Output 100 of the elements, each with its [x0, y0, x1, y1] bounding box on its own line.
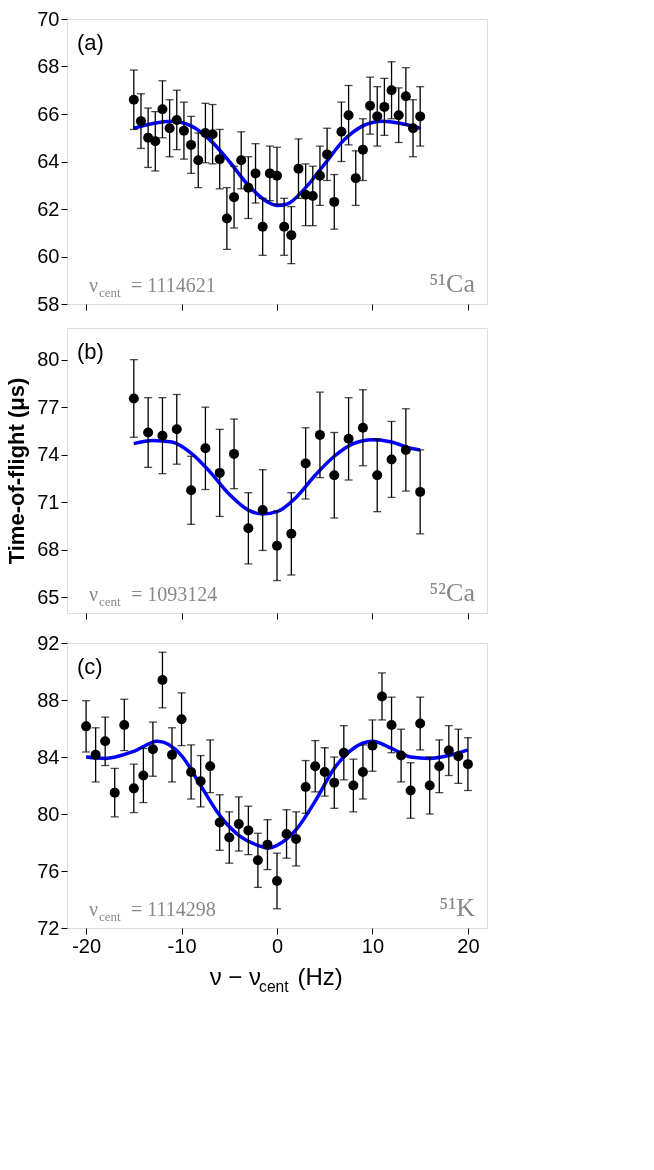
point [272, 540, 282, 551]
point [135, 116, 146, 127]
annotation: ⁵¹Ca [429, 269, 476, 298]
x-tick-label: -10 [167, 934, 197, 957]
point [164, 123, 175, 134]
point [128, 393, 139, 404]
point [229, 192, 240, 203]
point [379, 101, 390, 112]
point [372, 470, 383, 481]
point [357, 766, 368, 777]
y-tick-label: 60 [37, 245, 60, 267]
point [415, 111, 426, 122]
point [386, 719, 397, 730]
annotation: (c) [77, 654, 103, 679]
point [300, 458, 311, 469]
point [386, 85, 397, 96]
y-tick-label: 71 [37, 490, 60, 513]
point [257, 221, 268, 232]
y-tick-label: 92 [37, 631, 60, 654]
y-tick-label: 62 [37, 197, 60, 220]
point [462, 759, 473, 770]
point [343, 433, 354, 444]
point [171, 424, 182, 435]
point [250, 168, 261, 179]
point [286, 528, 297, 539]
annotation: ⁵¹K [439, 893, 476, 922]
point [176, 714, 187, 725]
point [310, 761, 321, 772]
point [128, 783, 139, 794]
y-tick-label: 58 [37, 292, 60, 315]
point [343, 110, 354, 121]
point [207, 129, 218, 140]
point [350, 173, 361, 184]
point [338, 747, 349, 758]
point [147, 744, 158, 755]
point [128, 94, 139, 105]
point [336, 126, 347, 137]
point [138, 770, 149, 781]
point [279, 221, 290, 232]
annotation: ⁵²Ca [429, 578, 476, 607]
point [434, 761, 445, 772]
y-tick-label: 66 [37, 102, 60, 125]
point [243, 523, 254, 534]
point [272, 875, 282, 886]
point [400, 444, 411, 455]
point [214, 817, 225, 828]
y-tick-label: 80 [37, 802, 60, 825]
point [178, 125, 189, 136]
line-series [84, 739, 470, 850]
point [293, 163, 304, 174]
y-tick-label: 77 [37, 395, 60, 418]
annotation: (b) [77, 339, 104, 364]
point [224, 832, 235, 843]
x-tick-label: 10 [361, 934, 385, 957]
y-tick-label: 68 [37, 538, 60, 561]
point [386, 454, 397, 465]
y-tick-label: 74 [37, 443, 60, 466]
y-tick-label: 64 [37, 150, 60, 172]
point [186, 139, 197, 150]
y-tick-label: 72 [37, 916, 60, 939]
y-tick-label: 84 [37, 745, 60, 768]
point [186, 485, 197, 496]
y-tick-label: 70 [37, 7, 60, 30]
point [314, 429, 325, 440]
point [143, 427, 154, 438]
point [396, 750, 407, 761]
point [252, 855, 263, 866]
annotation: (a) [77, 30, 104, 55]
point [200, 443, 211, 454]
point [167, 749, 177, 760]
point [243, 182, 254, 193]
point [300, 781, 311, 792]
point [377, 691, 387, 702]
point [329, 777, 340, 788]
point [157, 104, 168, 115]
point [319, 766, 330, 777]
point [90, 749, 101, 760]
point [348, 780, 359, 791]
point [400, 91, 411, 102]
x-tick-label: 0 [271, 934, 284, 957]
point [214, 154, 225, 165]
point [367, 740, 378, 751]
point [453, 751, 464, 762]
point [150, 136, 161, 147]
y-tick-label: 88 [37, 688, 60, 711]
point [307, 190, 318, 201]
point [81, 721, 92, 732]
point [233, 818, 244, 829]
point [365, 100, 376, 111]
point [171, 114, 182, 125]
point [286, 230, 297, 241]
y-tick-label: 65 [37, 585, 60, 608]
y-tick-label: 68 [37, 55, 60, 77]
point [408, 123, 419, 134]
point [193, 155, 204, 166]
point [236, 155, 247, 166]
x-tick-label: 20 [457, 934, 480, 957]
y-tick-label: 80 [37, 348, 60, 371]
point [393, 110, 404, 121]
point [322, 149, 333, 160]
